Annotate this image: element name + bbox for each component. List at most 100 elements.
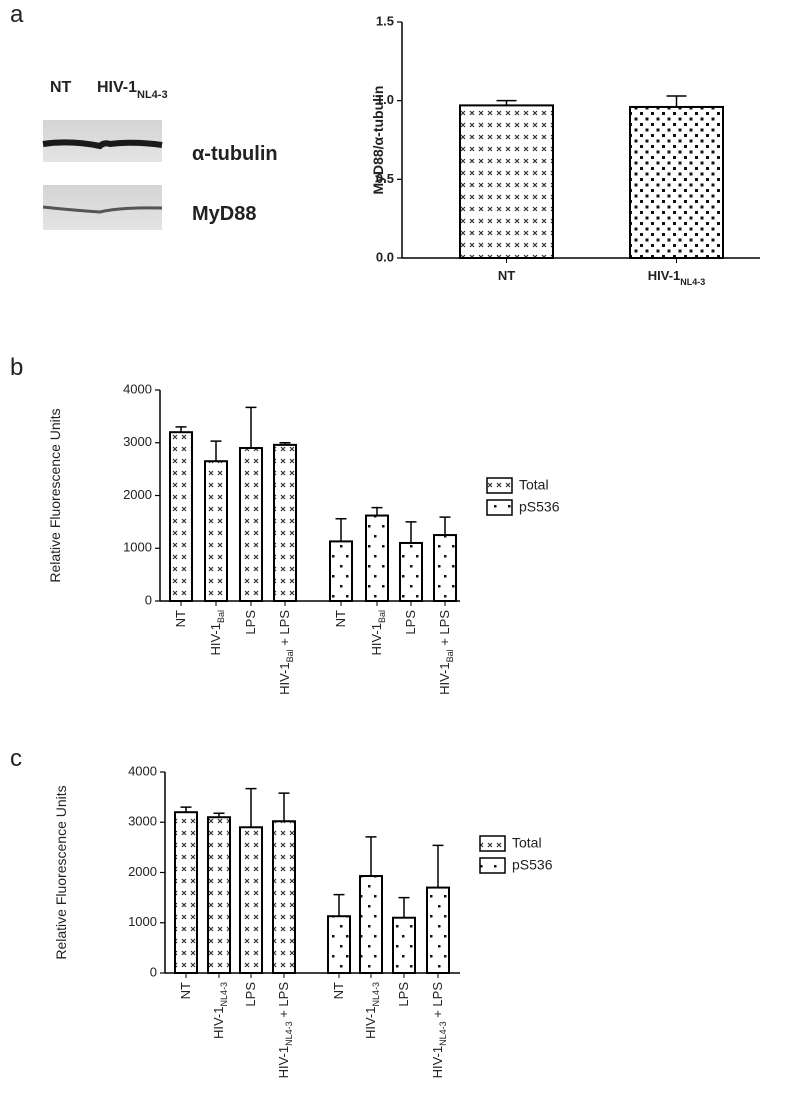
- category-text: NT: [178, 982, 193, 999]
- legend-label: pS536: [519, 499, 560, 515]
- x-tick-label: LPS: [243, 982, 258, 1007]
- x-tick-label: HIV-1NL4-3: [211, 982, 229, 1039]
- x-tick-label: LPS: [243, 610, 258, 635]
- x-tick-label: HIV-1NL4-3: [648, 268, 706, 287]
- bar: [272, 820, 296, 974]
- category-subscript: NL4-3: [680, 277, 705, 287]
- category-text: HIV-1: [208, 623, 223, 656]
- lane-text: HIV-1: [97, 79, 137, 96]
- x-tick-label: HIV-1Bal: [369, 610, 387, 656]
- y-tick-label: 0: [145, 592, 152, 607]
- x-tick-label: NT: [178, 982, 193, 999]
- x-tick-label: HIV-1Bal: [208, 610, 226, 656]
- category-text: NT: [498, 268, 515, 283]
- band-label: α-tubulin: [192, 143, 278, 165]
- legend-label: Total: [512, 835, 542, 851]
- y-tick-label: 0: [150, 964, 157, 979]
- panel-label: b: [10, 354, 23, 381]
- x-tick-label: HIV-1NL4-3 + LPS: [276, 982, 294, 1079]
- panel-label: c: [10, 745, 22, 772]
- error-bar: [278, 792, 290, 822]
- bar: [392, 916, 416, 974]
- y-tick-label: 2000: [123, 487, 152, 502]
- category-subscript: NL4-3: [438, 1021, 448, 1046]
- bar: [327, 915, 351, 975]
- error-bar: [279, 442, 291, 445]
- y-tick-label: 3000: [128, 814, 157, 829]
- category-text: HIV-1: [363, 1007, 378, 1040]
- category-text: HIV-1: [369, 623, 384, 656]
- category-subscript: NL4-3: [371, 982, 381, 1007]
- error-bar: [210, 440, 222, 462]
- lane-text: NT: [50, 79, 72, 96]
- error-bar: [245, 406, 257, 449]
- y-tick-label: 2000: [128, 864, 157, 879]
- category-subscript: Bal: [377, 610, 387, 623]
- category-text: HIV-1: [211, 1007, 226, 1040]
- category-subscript: Bal: [216, 610, 226, 623]
- x-tick-label: HIV-1NL4-3: [363, 982, 381, 1039]
- bar: [426, 886, 450, 975]
- y-tick-label: 1.5: [376, 13, 394, 28]
- bar: [204, 460, 228, 602]
- category-subscript: Bal: [285, 649, 295, 662]
- bar: [169, 431, 193, 603]
- error-bar: [432, 844, 444, 888]
- error-bar: [245, 787, 257, 828]
- category-text: HIV-1: [276, 1046, 291, 1079]
- error-bar: [333, 893, 345, 917]
- category-subscript: Bal: [445, 649, 455, 662]
- category-suffix: + LPS: [276, 982, 291, 1022]
- error-bar: [175, 426, 187, 433]
- legend-label: pS536: [512, 857, 553, 873]
- category-subscript: NL4-3: [284, 1021, 294, 1046]
- error-bar: [180, 806, 192, 813]
- category-text: HIV-1: [648, 268, 681, 283]
- y-tick-label: 1000: [128, 914, 157, 929]
- y-axis-label: Relative Fluorescence Units: [47, 408, 63, 582]
- bar: [273, 443, 297, 602]
- bar: [239, 826, 263, 975]
- error-bar: [213, 812, 225, 818]
- error-bar: [398, 896, 410, 918]
- category-text: LPS: [403, 610, 418, 635]
- error-bar: [439, 516, 451, 536]
- legend-swatch: [486, 499, 513, 516]
- bar: [329, 540, 353, 603]
- band: [42, 139, 163, 150]
- x-tick-label: NT: [333, 610, 348, 627]
- panel-label: a: [10, 1, 24, 28]
- legend-label: Total: [519, 477, 549, 493]
- category-text: HIV-1: [437, 662, 452, 695]
- category-text: LPS: [396, 982, 411, 1007]
- legend-swatch: [479, 857, 506, 874]
- x-tick-label: NT: [173, 610, 188, 627]
- lane-label: NT: [50, 79, 72, 96]
- bar: [459, 104, 554, 259]
- error-bar: [496, 99, 517, 106]
- y-tick-label: 1000: [123, 540, 152, 555]
- x-tick-label: HIV-1Bal + LPS: [437, 610, 455, 695]
- band: [42, 205, 163, 214]
- x-tick-label: HIV-1NL4-3 + LPS: [430, 982, 448, 1079]
- y-tick-label: 3000: [123, 434, 152, 449]
- category-subscript: NL4-3: [219, 982, 229, 1007]
- bar: [433, 534, 457, 602]
- y-tick-label: 4000: [123, 381, 152, 396]
- band-label: MyD88: [192, 203, 256, 225]
- lane-subscript: NL4-3: [137, 89, 168, 101]
- x-tick-label: NT: [498, 268, 515, 283]
- y-tick-label: 4000: [128, 763, 157, 778]
- category-text: HIV-1: [430, 1046, 445, 1079]
- x-tick-label: HIV-1Bal + LPS: [277, 610, 295, 695]
- bar: [629, 105, 724, 259]
- category-suffix: + LPS: [430, 982, 445, 1022]
- bar: [365, 514, 389, 602]
- bar: [174, 811, 198, 975]
- category-text: LPS: [243, 982, 258, 1007]
- error-bar: [405, 521, 417, 543]
- category-text: HIV-1: [277, 662, 292, 695]
- category-text: NT: [331, 982, 346, 999]
- category-suffix: + LPS: [277, 610, 292, 650]
